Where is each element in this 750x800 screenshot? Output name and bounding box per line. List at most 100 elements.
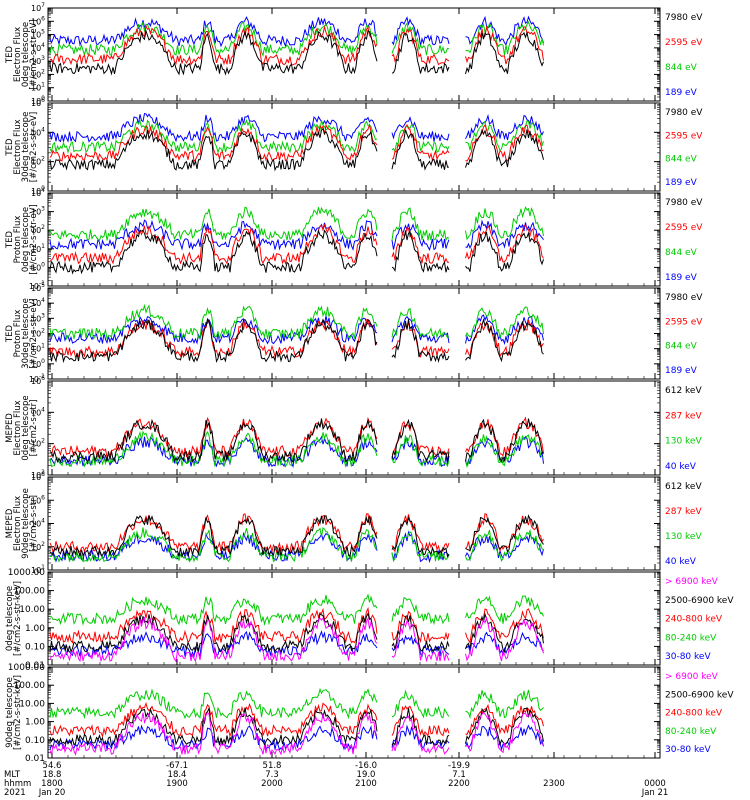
y-axis-title: [#/cm2-s-str] xyxy=(29,400,39,457)
mlt-label: 7.1 xyxy=(452,770,466,780)
y-axis-title: MEPED xyxy=(5,413,15,443)
mlt-label: 19.0 xyxy=(357,770,376,780)
y-tick-label: 104 xyxy=(31,297,45,308)
y-tick-label: 100.00 xyxy=(14,681,46,691)
mlat-label: -67.1 xyxy=(166,761,188,771)
series-trace xyxy=(49,701,544,738)
y-axis-title: Proton Flux xyxy=(13,310,23,358)
panel-frame xyxy=(47,7,661,102)
legend-label: 2595 eV xyxy=(665,131,703,141)
panel-frame xyxy=(47,192,661,287)
y-tick-label: 101 xyxy=(31,243,45,254)
y-tick-label: 10-1 xyxy=(29,373,45,384)
legend-label: 189 eV xyxy=(665,88,698,98)
y-axis-title: 30deg telescope xyxy=(21,112,31,183)
mlt-label: 18.8 xyxy=(43,770,62,780)
series-trace xyxy=(49,687,544,720)
panel-frame xyxy=(47,287,661,380)
series-trace xyxy=(49,219,544,252)
series-trace xyxy=(49,113,544,143)
legend-label: 40 keV xyxy=(665,557,697,567)
series-trace xyxy=(49,118,544,154)
y-tick-label: 107 xyxy=(31,2,45,13)
y-axis-title: [#/cm2-s-str-eV] xyxy=(29,112,39,182)
y-axis-title: [#/cm2-s-str-eV] xyxy=(29,204,39,274)
hhmm-label: 1800 xyxy=(41,779,63,789)
y-tick-label: 106 xyxy=(31,494,45,505)
legend-label: 612 keV xyxy=(665,386,702,396)
panel-7: 0.01 0.10 1.00 10.00 100.00 1000.00 0deg teles… xyxy=(5,568,734,671)
legend-label: 844 eV xyxy=(665,248,698,258)
series-trace xyxy=(49,127,544,172)
y-tick-label: 104 xyxy=(31,518,45,529)
y-axis-title: Proton Flux xyxy=(13,216,23,264)
y-axis-title: Electron Flux xyxy=(13,27,23,82)
hhmm-label: 1900 xyxy=(166,779,188,789)
series-trace xyxy=(49,630,544,658)
date-label: Jan 20 xyxy=(38,788,66,798)
legend-label: 189 eV xyxy=(665,273,698,283)
panel-frame xyxy=(47,380,661,476)
y-axis-title: Electron Flux xyxy=(13,400,23,455)
y-tick-label: 104 xyxy=(31,126,45,137)
y-tick-label: 100 xyxy=(31,358,45,369)
series-trace xyxy=(49,317,544,364)
series-trace xyxy=(49,123,544,163)
series-trace xyxy=(49,606,544,645)
y-tick-label: 1.00 xyxy=(25,718,45,728)
legend-label: 287 keV xyxy=(665,411,702,421)
legend-label: > 6900 keV xyxy=(665,577,719,587)
y-axis-title: [#/cm2-s-str-keV] xyxy=(13,581,23,656)
y-tick-label: 0.01 xyxy=(25,661,45,671)
y-tick-label: 103 xyxy=(31,55,45,66)
series-trace xyxy=(49,24,544,67)
series-trace xyxy=(49,223,544,266)
y-tick-label: 0.10 xyxy=(25,642,45,652)
y-tick-label: 10.00 xyxy=(19,605,45,615)
series-trace xyxy=(49,430,544,469)
y-tick-label: 105 xyxy=(31,29,45,40)
y-tick-label: 102 xyxy=(31,541,45,552)
legend-label: 240-800 keV xyxy=(665,615,723,625)
mlat-label: 54.6 xyxy=(43,761,62,771)
legend-label: 844 eV xyxy=(665,63,698,73)
y-tick-label: 104 xyxy=(31,42,45,53)
y-tick-label: 0.01 xyxy=(25,754,45,764)
panel-frame xyxy=(47,571,661,666)
series-trace xyxy=(49,15,544,48)
hhmm-label: 2300 xyxy=(543,779,565,789)
y-axis-title: TED xyxy=(5,45,15,64)
legend-label: 2595 eV xyxy=(665,317,703,327)
legend-label: 2595 eV xyxy=(665,223,703,233)
series-trace xyxy=(49,616,544,663)
legend-label: 7980 eV xyxy=(665,293,703,303)
y-tick-label: 104 xyxy=(31,187,45,198)
legend-label: 80-240 keV xyxy=(665,633,717,643)
y-tick-label: 1000.00 xyxy=(8,568,45,578)
y-tick-label: 103 xyxy=(31,206,45,217)
hhmm-label: 2000 xyxy=(261,779,283,789)
series-trace xyxy=(49,711,544,757)
legend-label: 612 keV xyxy=(665,482,702,492)
y-tick-label: 108 xyxy=(31,471,45,482)
y-axis-title: [#/cm2-s-str] xyxy=(29,495,39,552)
y-axis-title: 0deg telescope xyxy=(21,395,31,460)
mlat-label: -19.9 xyxy=(448,761,470,771)
y-tick-label: 10.00 xyxy=(19,699,45,709)
legend-label: 2595 eV xyxy=(665,38,703,48)
x-row-label: hhmm xyxy=(4,779,31,789)
panel-frame xyxy=(47,666,661,759)
y-axis-title: [#/cm2-s-str-eV] xyxy=(29,298,39,368)
legend-label: > 6900 keV xyxy=(665,672,719,682)
legend-label: 2500-6900 keV xyxy=(665,690,734,700)
legend-label: 80-240 keV xyxy=(665,727,717,737)
y-tick-label: 102 xyxy=(31,328,45,339)
y-tick-label: 106 xyxy=(31,375,45,386)
y-tick-label: 103 xyxy=(31,312,45,323)
y-axis-title: 90deg telescope xyxy=(21,488,31,559)
series-trace xyxy=(49,593,544,626)
